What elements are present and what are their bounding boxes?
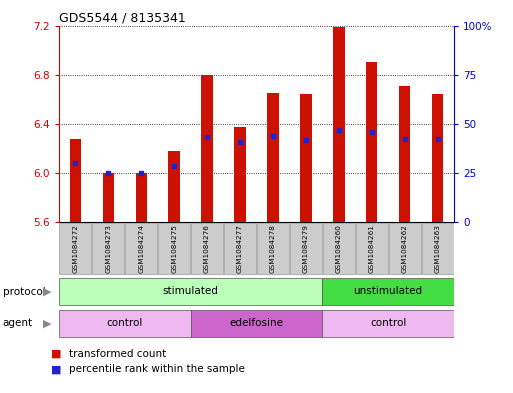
Text: GDS5544 / 8135341: GDS5544 / 8135341 <box>59 11 186 24</box>
Bar <box>333 27 345 222</box>
FancyBboxPatch shape <box>290 223 322 274</box>
Text: ■: ■ <box>51 364 62 375</box>
Text: GSM1084262: GSM1084262 <box>402 224 408 273</box>
FancyBboxPatch shape <box>322 310 454 337</box>
Bar <box>168 151 180 222</box>
Bar <box>234 127 246 222</box>
Text: GSM1084275: GSM1084275 <box>171 224 177 273</box>
Text: GSM1084261: GSM1084261 <box>369 224 374 273</box>
FancyBboxPatch shape <box>389 223 421 274</box>
FancyBboxPatch shape <box>92 223 124 274</box>
Text: control: control <box>370 318 406 328</box>
FancyBboxPatch shape <box>322 278 454 305</box>
FancyBboxPatch shape <box>191 223 223 274</box>
Text: control: control <box>107 318 143 328</box>
Bar <box>432 94 443 222</box>
Text: GSM1084278: GSM1084278 <box>270 224 276 273</box>
Text: agent: agent <box>3 318 33 328</box>
Text: GSM1084274: GSM1084274 <box>139 224 144 273</box>
Text: ▶: ▶ <box>43 287 51 297</box>
Bar <box>267 93 279 222</box>
Bar <box>366 62 378 222</box>
FancyBboxPatch shape <box>158 223 190 274</box>
Text: GSM1084273: GSM1084273 <box>105 224 111 273</box>
Text: ▶: ▶ <box>43 318 51 328</box>
Text: GSM1084260: GSM1084260 <box>336 224 342 273</box>
Bar <box>70 139 81 222</box>
Text: stimulated: stimulated <box>163 286 219 296</box>
FancyBboxPatch shape <box>59 278 322 305</box>
FancyBboxPatch shape <box>125 223 157 274</box>
Text: unstimulated: unstimulated <box>353 286 423 296</box>
Bar <box>135 173 147 222</box>
Text: GSM1084263: GSM1084263 <box>435 224 441 273</box>
Text: edelfosine: edelfosine <box>229 318 284 328</box>
FancyBboxPatch shape <box>257 223 289 274</box>
Bar <box>399 86 410 222</box>
FancyBboxPatch shape <box>356 223 388 274</box>
FancyBboxPatch shape <box>191 310 322 337</box>
FancyBboxPatch shape <box>59 310 191 337</box>
Text: transformed count: transformed count <box>69 349 167 359</box>
FancyBboxPatch shape <box>323 223 355 274</box>
Bar <box>300 94 311 222</box>
Text: GSM1084276: GSM1084276 <box>204 224 210 273</box>
Text: protocol: protocol <box>3 287 45 297</box>
Text: ■: ■ <box>51 349 62 359</box>
Text: percentile rank within the sample: percentile rank within the sample <box>69 364 245 375</box>
Text: GSM1084279: GSM1084279 <box>303 224 309 273</box>
FancyBboxPatch shape <box>422 223 453 274</box>
Text: GSM1084277: GSM1084277 <box>237 224 243 273</box>
Bar <box>202 75 213 222</box>
Bar <box>103 173 114 222</box>
FancyBboxPatch shape <box>224 223 256 274</box>
FancyBboxPatch shape <box>60 223 91 274</box>
Text: GSM1084272: GSM1084272 <box>72 224 78 273</box>
